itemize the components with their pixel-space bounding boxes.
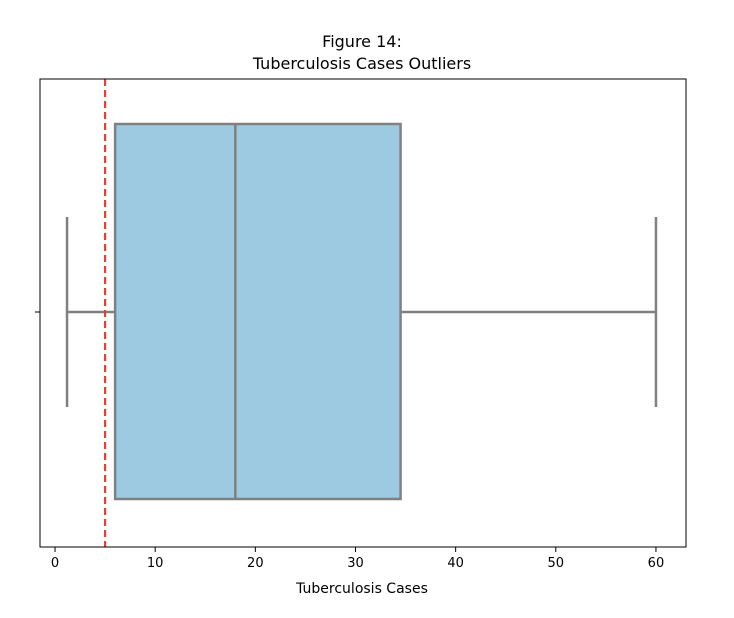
chart-subtitle: Tuberculosis Cases Outliers	[252, 54, 471, 73]
x-tick-label-50: 50	[548, 556, 565, 571]
x-tick-label-60: 60	[648, 556, 665, 571]
chart-title: Figure 14:	[322, 32, 402, 51]
x-tick-label-20: 20	[247, 556, 264, 571]
x-axis-label: Tuberculosis Cases	[295, 581, 428, 597]
x-tick-label-0: 0	[51, 556, 59, 571]
plot-frame	[39, 78, 687, 548]
x-tick-label-10: 10	[147, 556, 164, 571]
iqr-box	[113, 122, 402, 501]
x-tick-label-30: 30	[347, 556, 364, 571]
x-tick-label-40: 40	[447, 556, 464, 571]
